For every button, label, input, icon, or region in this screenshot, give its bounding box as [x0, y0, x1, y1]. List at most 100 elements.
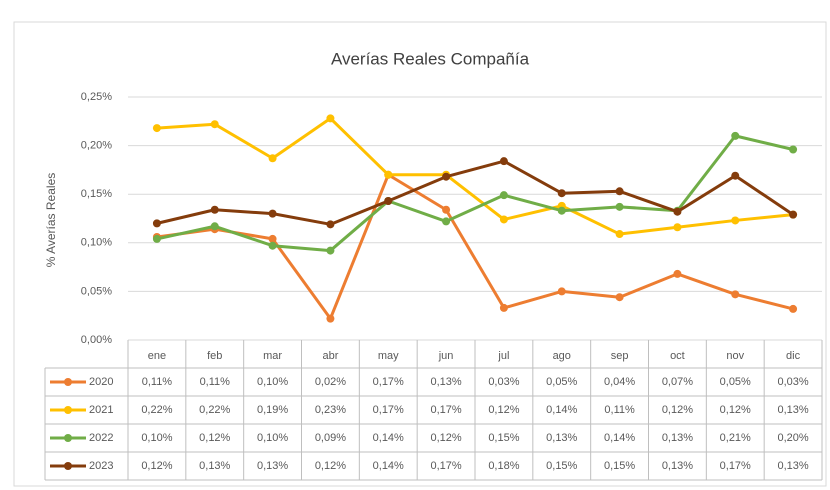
table-value: 0,05%: [720, 376, 751, 388]
series-line: [156, 173, 794, 321]
table-value: 0,13%: [257, 460, 288, 472]
data-point: [731, 290, 740, 299]
table-value: 0,10%: [141, 432, 172, 444]
data-point: [731, 216, 740, 225]
table-value: 0,12%: [199, 432, 230, 444]
legend-label: 2021: [89, 404, 113, 416]
x-tick-label: abr: [322, 350, 338, 362]
legend-key-marker: [64, 378, 72, 386]
table-value: 0,15%: [546, 460, 577, 472]
x-tick-label: nov: [726, 350, 744, 362]
data-point: [442, 205, 451, 214]
legend-key-marker: [64, 434, 72, 442]
table-value: 0,14%: [546, 404, 577, 416]
data-point: [557, 206, 566, 215]
data-point: [210, 205, 219, 214]
legend-key-marker: [64, 406, 72, 414]
data-point: [673, 207, 682, 216]
table-value: 0,12%: [720, 404, 751, 416]
y-axis-label: % Averías Reales: [44, 173, 58, 268]
x-tick-label: jun: [438, 350, 454, 362]
table-value: 0,07%: [662, 376, 693, 388]
x-tick-label: dic: [786, 350, 801, 362]
data-point: [499, 191, 508, 200]
data-point: [442, 172, 451, 181]
data-point: [731, 171, 740, 180]
table-value: 0,15%: [488, 432, 519, 444]
data-point: [557, 189, 566, 198]
data-point: [210, 222, 219, 231]
x-tick-label: ene: [148, 350, 166, 362]
y-tick-label: 0,05%: [81, 285, 112, 297]
y-tick-label: 0,00%: [81, 334, 112, 346]
table-value: 0,11%: [200, 376, 231, 388]
x-tick-label: mar: [263, 350, 282, 362]
table-value: 0,13%: [546, 432, 577, 444]
data-point: [384, 170, 393, 179]
table-value: 0,17%: [430, 460, 461, 472]
data-point: [152, 124, 161, 133]
table-value: 0,17%: [430, 404, 461, 416]
data-point: [499, 215, 508, 224]
table-value: 0,14%: [373, 432, 404, 444]
table-value: 0,18%: [488, 460, 519, 472]
table-value: 0,19%: [257, 404, 288, 416]
table-value: 0,21%: [720, 432, 751, 444]
data-point: [789, 304, 798, 313]
data-point: [152, 219, 161, 228]
data-point: [557, 287, 566, 296]
data-point: [499, 303, 508, 312]
data-point: [268, 209, 277, 218]
table-value: 0,13%: [777, 460, 808, 472]
table-value: 0,14%: [604, 432, 635, 444]
series-line: [156, 134, 794, 253]
y-tick-label: 0,20%: [81, 140, 112, 152]
data-point: [326, 114, 335, 123]
y-tick-label: 0,10%: [81, 237, 112, 249]
legend-label: 2022: [89, 432, 113, 444]
table-value: 0,12%: [315, 460, 346, 472]
chart-title: Averías Reales Compañía: [331, 49, 530, 68]
legend-label: 2023: [89, 460, 113, 472]
table-value: 0,15%: [604, 460, 635, 472]
data-point: [615, 187, 624, 196]
x-tick-label: may: [378, 350, 399, 362]
data-point: [615, 230, 624, 239]
table-value: 0,13%: [662, 460, 693, 472]
y-tick-label: 0,15%: [81, 188, 112, 200]
data-point: [326, 314, 335, 323]
table-value: 0,14%: [373, 460, 404, 472]
data-point: [384, 197, 393, 206]
table-value: 0,02%: [315, 376, 346, 388]
chart-frame: [13, 21, 827, 487]
table-value: 0,20%: [777, 432, 808, 444]
data-point: [499, 157, 508, 166]
table-value: 0,17%: [720, 460, 751, 472]
data-point: [326, 220, 335, 229]
data-point: [210, 120, 219, 129]
data-point: [673, 269, 682, 278]
table-value: 0,22%: [199, 404, 230, 416]
table-value: 0,10%: [257, 376, 288, 388]
data-point: [673, 223, 682, 232]
table-value: 0,12%: [662, 404, 693, 416]
table-value: 0,13%: [430, 376, 461, 388]
x-tick-label: jul: [497, 350, 509, 362]
table-value: 0,12%: [141, 460, 172, 472]
table-value: 0,10%: [257, 432, 288, 444]
x-tick-label: ago: [553, 350, 571, 362]
table-value: 0,13%: [662, 432, 693, 444]
table-value: 0,23%: [315, 404, 346, 416]
data-point: [731, 131, 740, 140]
table-value: 0,03%: [777, 376, 808, 388]
table-value: 0,22%: [141, 404, 172, 416]
x-tick-label: oct: [670, 350, 685, 362]
data-point: [442, 217, 451, 226]
data-point: [268, 234, 277, 243]
data-point: [326, 246, 335, 255]
series-line: [156, 116, 794, 236]
table-value: 0,05%: [546, 376, 577, 388]
data-point: [789, 210, 798, 219]
legend-key-marker: [64, 462, 72, 470]
